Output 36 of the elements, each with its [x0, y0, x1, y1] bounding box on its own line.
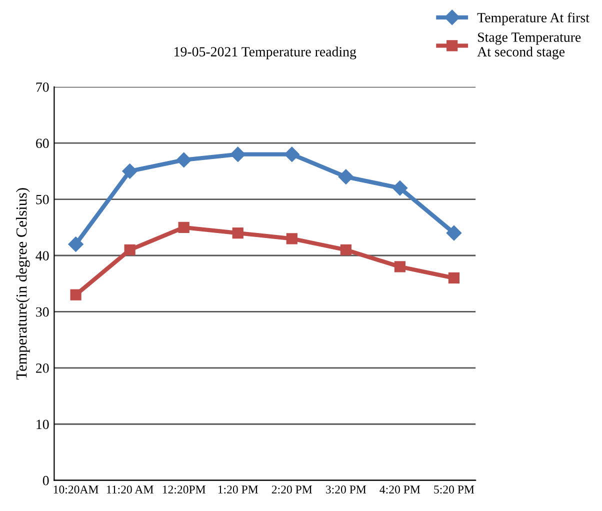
- y-tick-label: 60: [36, 138, 49, 148]
- x-tick-label: 12:20PM: [162, 486, 206, 494]
- point: [230, 146, 246, 162]
- y-tick-label: 70: [36, 82, 49, 92]
- point: [68, 236, 84, 252]
- y-tick-label: 50: [36, 194, 49, 204]
- point: [178, 222, 190, 233]
- legend-label: Stage Temperature At second stage: [477, 32, 581, 60]
- point: [392, 180, 408, 196]
- x-tick-label: 11:20 AM: [106, 486, 154, 494]
- y-axis-title: Temperature(in degree Celsius): [16, 188, 30, 380]
- y-tick-label: 40: [36, 251, 49, 260]
- point: [286, 233, 298, 244]
- y-tick-label: 0: [42, 476, 49, 486]
- x-tick-label: 3:20 PM: [326, 486, 366, 494]
- x-tick-label: 5:20 PM: [434, 486, 474, 494]
- x-tick-label: 2:20 PM: [272, 486, 312, 494]
- point: [446, 225, 462, 241]
- point: [394, 261, 406, 272]
- point: [448, 272, 460, 284]
- point: [232, 227, 244, 239]
- legend-label: Temperature At first: [477, 12, 590, 26]
- point: [284, 146, 300, 162]
- point: [70, 289, 82, 300]
- y-tick-label: 20: [36, 364, 49, 373]
- point: [124, 244, 136, 256]
- x-tick-label: 4:20 PM: [380, 486, 420, 494]
- x-tick-label: 10:20AM: [54, 486, 98, 494]
- y-tick-label: 30: [36, 307, 49, 317]
- point: [340, 244, 352, 256]
- point: [338, 169, 354, 184]
- point: [122, 164, 138, 179]
- chart-title: 19-05-2021 Temperature reading: [174, 46, 356, 60]
- x-tick-label: 1:20 PM: [218, 486, 258, 494]
- point: [176, 152, 192, 168]
- y-tick-label: 10: [36, 420, 49, 430]
